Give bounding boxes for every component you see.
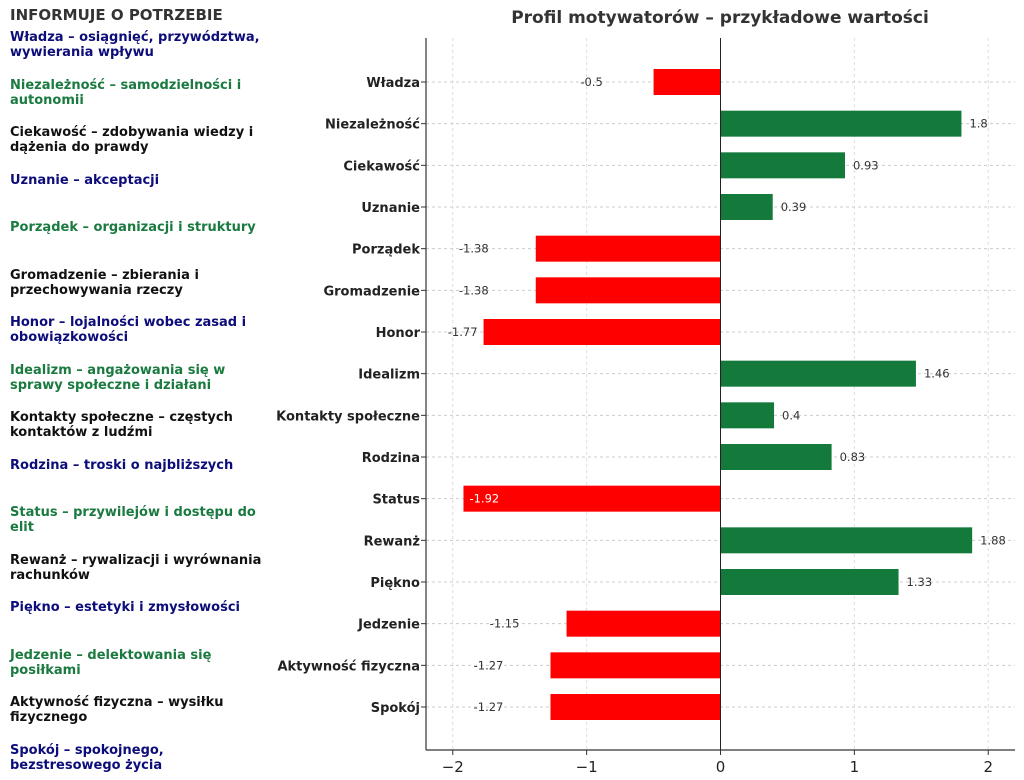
need-description: Jedzenie – delektowania się posiłkami [10,647,212,678]
bar [463,485,721,512]
category-label: Gromadzenie [323,284,420,299]
value-label: 0.39 [781,200,807,214]
category-label: Status [372,493,420,508]
value-label: 0.4 [782,408,800,422]
x-tick-label: 1 [850,758,860,776]
value-label: -1.77 [448,325,478,339]
need-description: Uznanie – akceptacji [10,172,160,188]
category-label: Kontakty społeczne [276,409,420,424]
value-label: 1.88 [980,533,1006,547]
bar [483,319,721,345]
category-label: Rewanż [364,534,420,549]
chart-title: Profil motywatorów – przykładowe wartośc… [511,8,929,28]
bar [720,569,899,595]
bar [720,444,832,470]
need-description: Piękno – estetyki i zmysłowości [10,600,240,615]
value-label: -0.5 [580,75,602,89]
x-tick-label: 0 [716,758,726,776]
category-label: Jedzenie [357,618,420,633]
value-label: -1.15 [490,617,520,631]
category-label: Rodzina [362,451,420,466]
bar [566,610,721,637]
bar [720,360,916,387]
category-label: Władza [366,76,420,91]
bar [720,402,775,429]
bar [550,652,721,679]
category-label: Spokój [371,701,420,716]
category-label: Niezależność [325,118,420,133]
need-description: Porządek – organizacji i struktury [10,220,256,235]
x-tick-label: 2 [983,758,993,776]
value-label: -1.38 [459,242,489,256]
category-label: Aktywność fizyczna [277,659,420,674]
need-description: Ciekawość – zdobywania wiedzy i dążenia … [10,125,254,155]
need-description: Spokój – spokojnego, bezstresowego życia [10,742,164,773]
plot-background [426,38,1024,750]
value-label: -1.27 [474,700,504,714]
value-label: 1.46 [924,367,950,381]
value-label: 0.93 [853,158,879,172]
bar [720,527,973,554]
need-description: Kontakty społeczne – częstych kontaktów … [10,410,233,440]
category-label: Porządek [352,243,420,258]
need-description: Rodzina – troski o najbliższych [10,457,234,473]
bar [720,194,773,220]
value-label: -1.27 [474,658,504,672]
value-label: -1.38 [459,283,489,297]
need-description: Honor – lojalności wobec zasad i obowiąz… [10,315,247,345]
need-description: Idealizm – angażowania się w sprawy społ… [10,362,226,393]
category-label: Ciekawość [343,159,420,174]
bar [535,277,721,304]
x-tick-label: −2 [442,758,464,776]
bar [720,110,962,137]
need-description: Gromadzenie – zbierania i przechowywania… [10,267,199,298]
value-label: 0.83 [840,450,866,464]
value-label: -1.92 [469,492,499,506]
need-description: Rewanż – rywalizacji i wyrównania rachun… [10,552,262,583]
category-label: Idealizm [358,368,420,383]
category-label: Honor [376,326,421,341]
value-label: 1.33 [907,575,933,589]
need-description: Niezależność – samodzielności i autonomi… [10,77,242,108]
need-description: Aktywność fizyczna – wysiłku fizycznego [10,695,224,725]
bar [653,69,721,95]
need-description: Status – przywilejów i dostępu do elit [10,505,256,535]
bar [550,694,721,720]
category-label: Uznanie [361,201,420,216]
need-description: Władza – osiągnięć, przywództwa, wywiera… [10,30,260,60]
bar [720,152,845,179]
left-panel-title: INFORMUJE O POTRZEBIE [10,6,223,24]
x-tick-label: −1 [576,758,598,776]
category-label: Piękno [370,576,420,591]
value-label: 1.8 [969,117,987,131]
bar [535,235,721,262]
